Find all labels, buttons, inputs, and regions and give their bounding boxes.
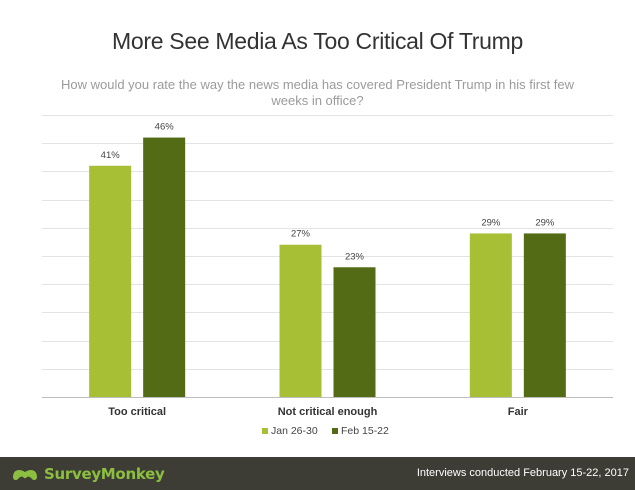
gridlines: [42, 115, 613, 398]
data-label: 27%: [291, 229, 311, 240]
x-tick-label: Not critical enough: [278, 406, 378, 418]
data-label: 41%: [101, 150, 121, 161]
data-label: 23%: [345, 251, 365, 262]
source-note: Interviews conducted February 15-22, 201…: [416, 467, 629, 479]
bar: [279, 244, 322, 397]
chart-subtitle: How would you rate the way the news medi…: [60, 77, 575, 108]
footer-bar: SurveyMonkey Interviews conducted Februa…: [0, 457, 635, 490]
legend-label: Jan 26-30: [271, 425, 318, 437]
data-label: 46%: [155, 122, 175, 133]
bar-chart: 41% 46% 27% 23% 29% 29% Too critical Not criti…: [42, 115, 613, 437]
data-label: 29%: [535, 217, 555, 228]
chart-title: More See Media As Too Critical Of Trump: [112, 28, 523, 54]
bar: [333, 267, 376, 397]
surveymonkey-logo-icon: [13, 469, 37, 481]
data-labels: 41% 46% 27% 23% 29% 29%: [101, 122, 555, 263]
legend: Jan 26-30 Feb 15-22: [262, 425, 389, 437]
bar: [143, 137, 186, 397]
bar: [523, 233, 566, 397]
bar: [89, 165, 132, 397]
brand-name: SurveyMonkey: [44, 465, 165, 483]
legend-label: Feb 15-22: [341, 425, 389, 437]
bars: [89, 137, 566, 397]
x-tick-label: Too critical: [108, 406, 166, 418]
brand[interactable]: SurveyMonkey: [10, 462, 165, 486]
x-tick-label: Fair: [508, 406, 529, 418]
legend-swatch: [262, 428, 268, 434]
x-axis: Too critical Not critical enough Fair: [108, 406, 528, 418]
data-label: 29%: [481, 217, 501, 228]
bar: [469, 233, 512, 397]
legend-swatch: [332, 428, 338, 434]
